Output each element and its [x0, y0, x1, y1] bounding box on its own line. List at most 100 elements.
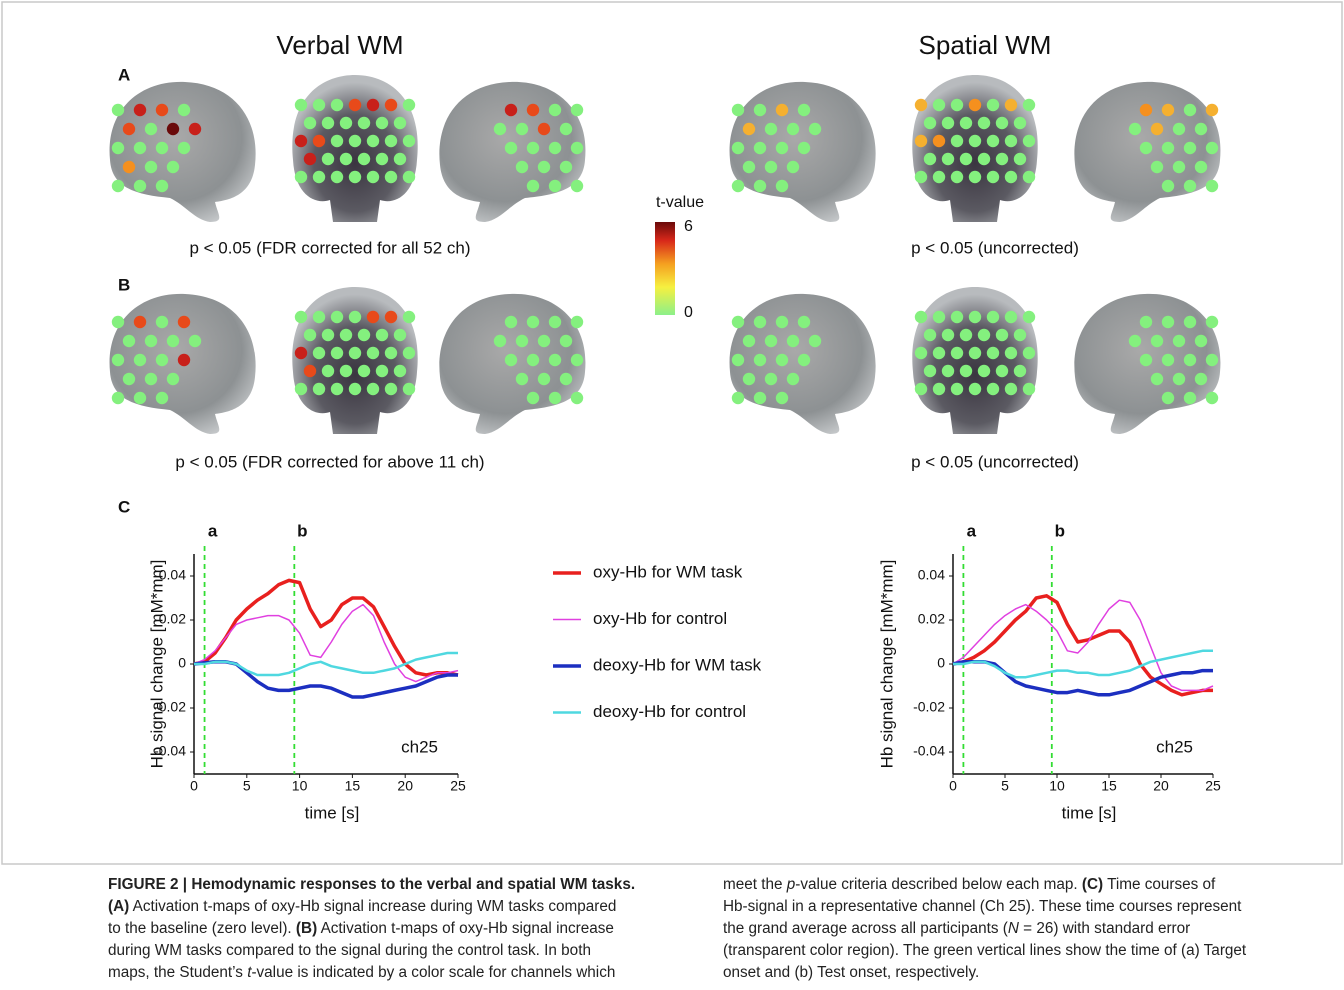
- channel-dot: [538, 123, 550, 135]
- channel-dot: [304, 117, 316, 129]
- channel-dot: [1151, 335, 1163, 347]
- channel-dot: [924, 365, 936, 377]
- channel-dot: [787, 123, 799, 135]
- channel-dot: [1195, 335, 1207, 347]
- brain: [1074, 82, 1220, 222]
- channel-dot: [915, 135, 927, 147]
- channel-dot: [732, 354, 744, 366]
- channel-dot: [505, 316, 517, 328]
- channel-dot: [1014, 365, 1026, 377]
- caption-right: meet the p-value criteria described belo…: [723, 874, 1246, 984]
- series-line: [194, 605, 458, 682]
- channel-dot: [549, 180, 561, 192]
- caption-line: meet the p-value criteria described belo…: [723, 874, 1246, 896]
- y-axis-label: Hb signal change [mM*mm]: [147, 560, 166, 769]
- channel-dot: [1151, 123, 1163, 135]
- caption-text: meet the: [723, 876, 787, 893]
- channel-dot: [765, 335, 777, 347]
- channel-dot: [134, 316, 146, 328]
- channel-dot: [776, 354, 788, 366]
- brain: [912, 287, 1037, 434]
- channel-dot: [167, 161, 179, 173]
- caption-line: (A) Activation t-maps of oxy-Hb signal i…: [108, 896, 635, 918]
- channel-dot: [1184, 142, 1196, 154]
- brain: [439, 294, 585, 434]
- channel-dot: [787, 373, 799, 385]
- channel-dot: [996, 329, 1008, 341]
- caption-text: maps, the Student’s: [108, 964, 247, 981]
- channel-dot: [331, 311, 343, 323]
- line-chart: -0.04-0.0200.020.040510152025Hb signal c…: [877, 521, 1221, 822]
- channel-dot: [951, 347, 963, 359]
- channel-dot: [349, 99, 361, 111]
- channel-dot: [527, 392, 539, 404]
- channel-dot: [340, 153, 352, 165]
- channel-dot: [340, 365, 352, 377]
- channel-dot: [754, 316, 766, 328]
- channel-dot: [112, 354, 124, 366]
- channel-dot: [403, 99, 415, 111]
- channel-dot: [304, 329, 316, 341]
- channel-dot: [915, 347, 927, 359]
- channel-dot: [1206, 142, 1218, 154]
- brain-outline: [912, 75, 1037, 222]
- channel-dot: [178, 142, 190, 154]
- caption-text: the grand average across all participant…: [723, 920, 1008, 937]
- brain: [730, 82, 876, 222]
- channel-dot: [743, 335, 755, 347]
- map-caption: p < 0.05 (uncorrected): [911, 452, 1079, 471]
- channel-dot: [987, 347, 999, 359]
- channel-dot: [358, 365, 370, 377]
- series-line: [953, 596, 1213, 695]
- x-tick-label: 20: [1153, 778, 1169, 794]
- x-tick-label: 25: [1205, 778, 1221, 794]
- channel-dot: [178, 104, 190, 116]
- channel-dot: [1184, 392, 1196, 404]
- channel-dot: [295, 383, 307, 395]
- channel-dot: [933, 171, 945, 183]
- channel-dot: [1023, 99, 1035, 111]
- channel-dot: [1140, 142, 1152, 154]
- brain-outline: [292, 287, 417, 434]
- event-label: a: [967, 521, 977, 540]
- channel-dot: [765, 123, 777, 135]
- channel-dot: [1005, 347, 1017, 359]
- channel-dot: [349, 311, 361, 323]
- caption-line: maps, the Student’s t-value is indicated…: [108, 962, 635, 984]
- channel-dot: [367, 99, 379, 111]
- channel-dot: [313, 135, 325, 147]
- y-tick-label: -0.02: [913, 699, 945, 715]
- channel-dot: [178, 316, 190, 328]
- caption-text: to the baseline (zero level).: [108, 920, 296, 937]
- y-tick-label: 0: [178, 655, 186, 671]
- channel-dot: [322, 153, 334, 165]
- legend-label: oxy-Hb for WM task: [593, 562, 743, 581]
- x-tick-label: 25: [450, 778, 466, 794]
- channel-dot: [571, 354, 583, 366]
- channel-dot: [112, 316, 124, 328]
- channel-dot: [776, 392, 788, 404]
- colorbar-max: 6: [684, 218, 693, 235]
- channel-dot: [349, 135, 361, 147]
- channel-dot: [960, 153, 972, 165]
- channel-dot: [527, 316, 539, 328]
- channel-dot: [1162, 354, 1174, 366]
- channel-dot: [295, 171, 307, 183]
- channel-dot: [987, 311, 999, 323]
- x-tick-label: 15: [345, 778, 361, 794]
- channel-dot: [331, 99, 343, 111]
- legend-label: oxy-Hb for control: [593, 609, 727, 628]
- channel-dot: [951, 311, 963, 323]
- channel-dot: [358, 153, 370, 165]
- series-line: [194, 662, 458, 697]
- channel-dot: [167, 123, 179, 135]
- channel-dot: [809, 335, 821, 347]
- channel-dot: [942, 153, 954, 165]
- caption-text: (C): [1082, 876, 1103, 893]
- channel-dot: [571, 180, 583, 192]
- channel-dot: [394, 329, 406, 341]
- y-tick-label: 0.02: [918, 611, 945, 627]
- channel-dot: [798, 142, 810, 154]
- map-caption: p < 0.05 (FDR corrected for above 11 ch): [175, 452, 484, 471]
- channel-dot: [969, 347, 981, 359]
